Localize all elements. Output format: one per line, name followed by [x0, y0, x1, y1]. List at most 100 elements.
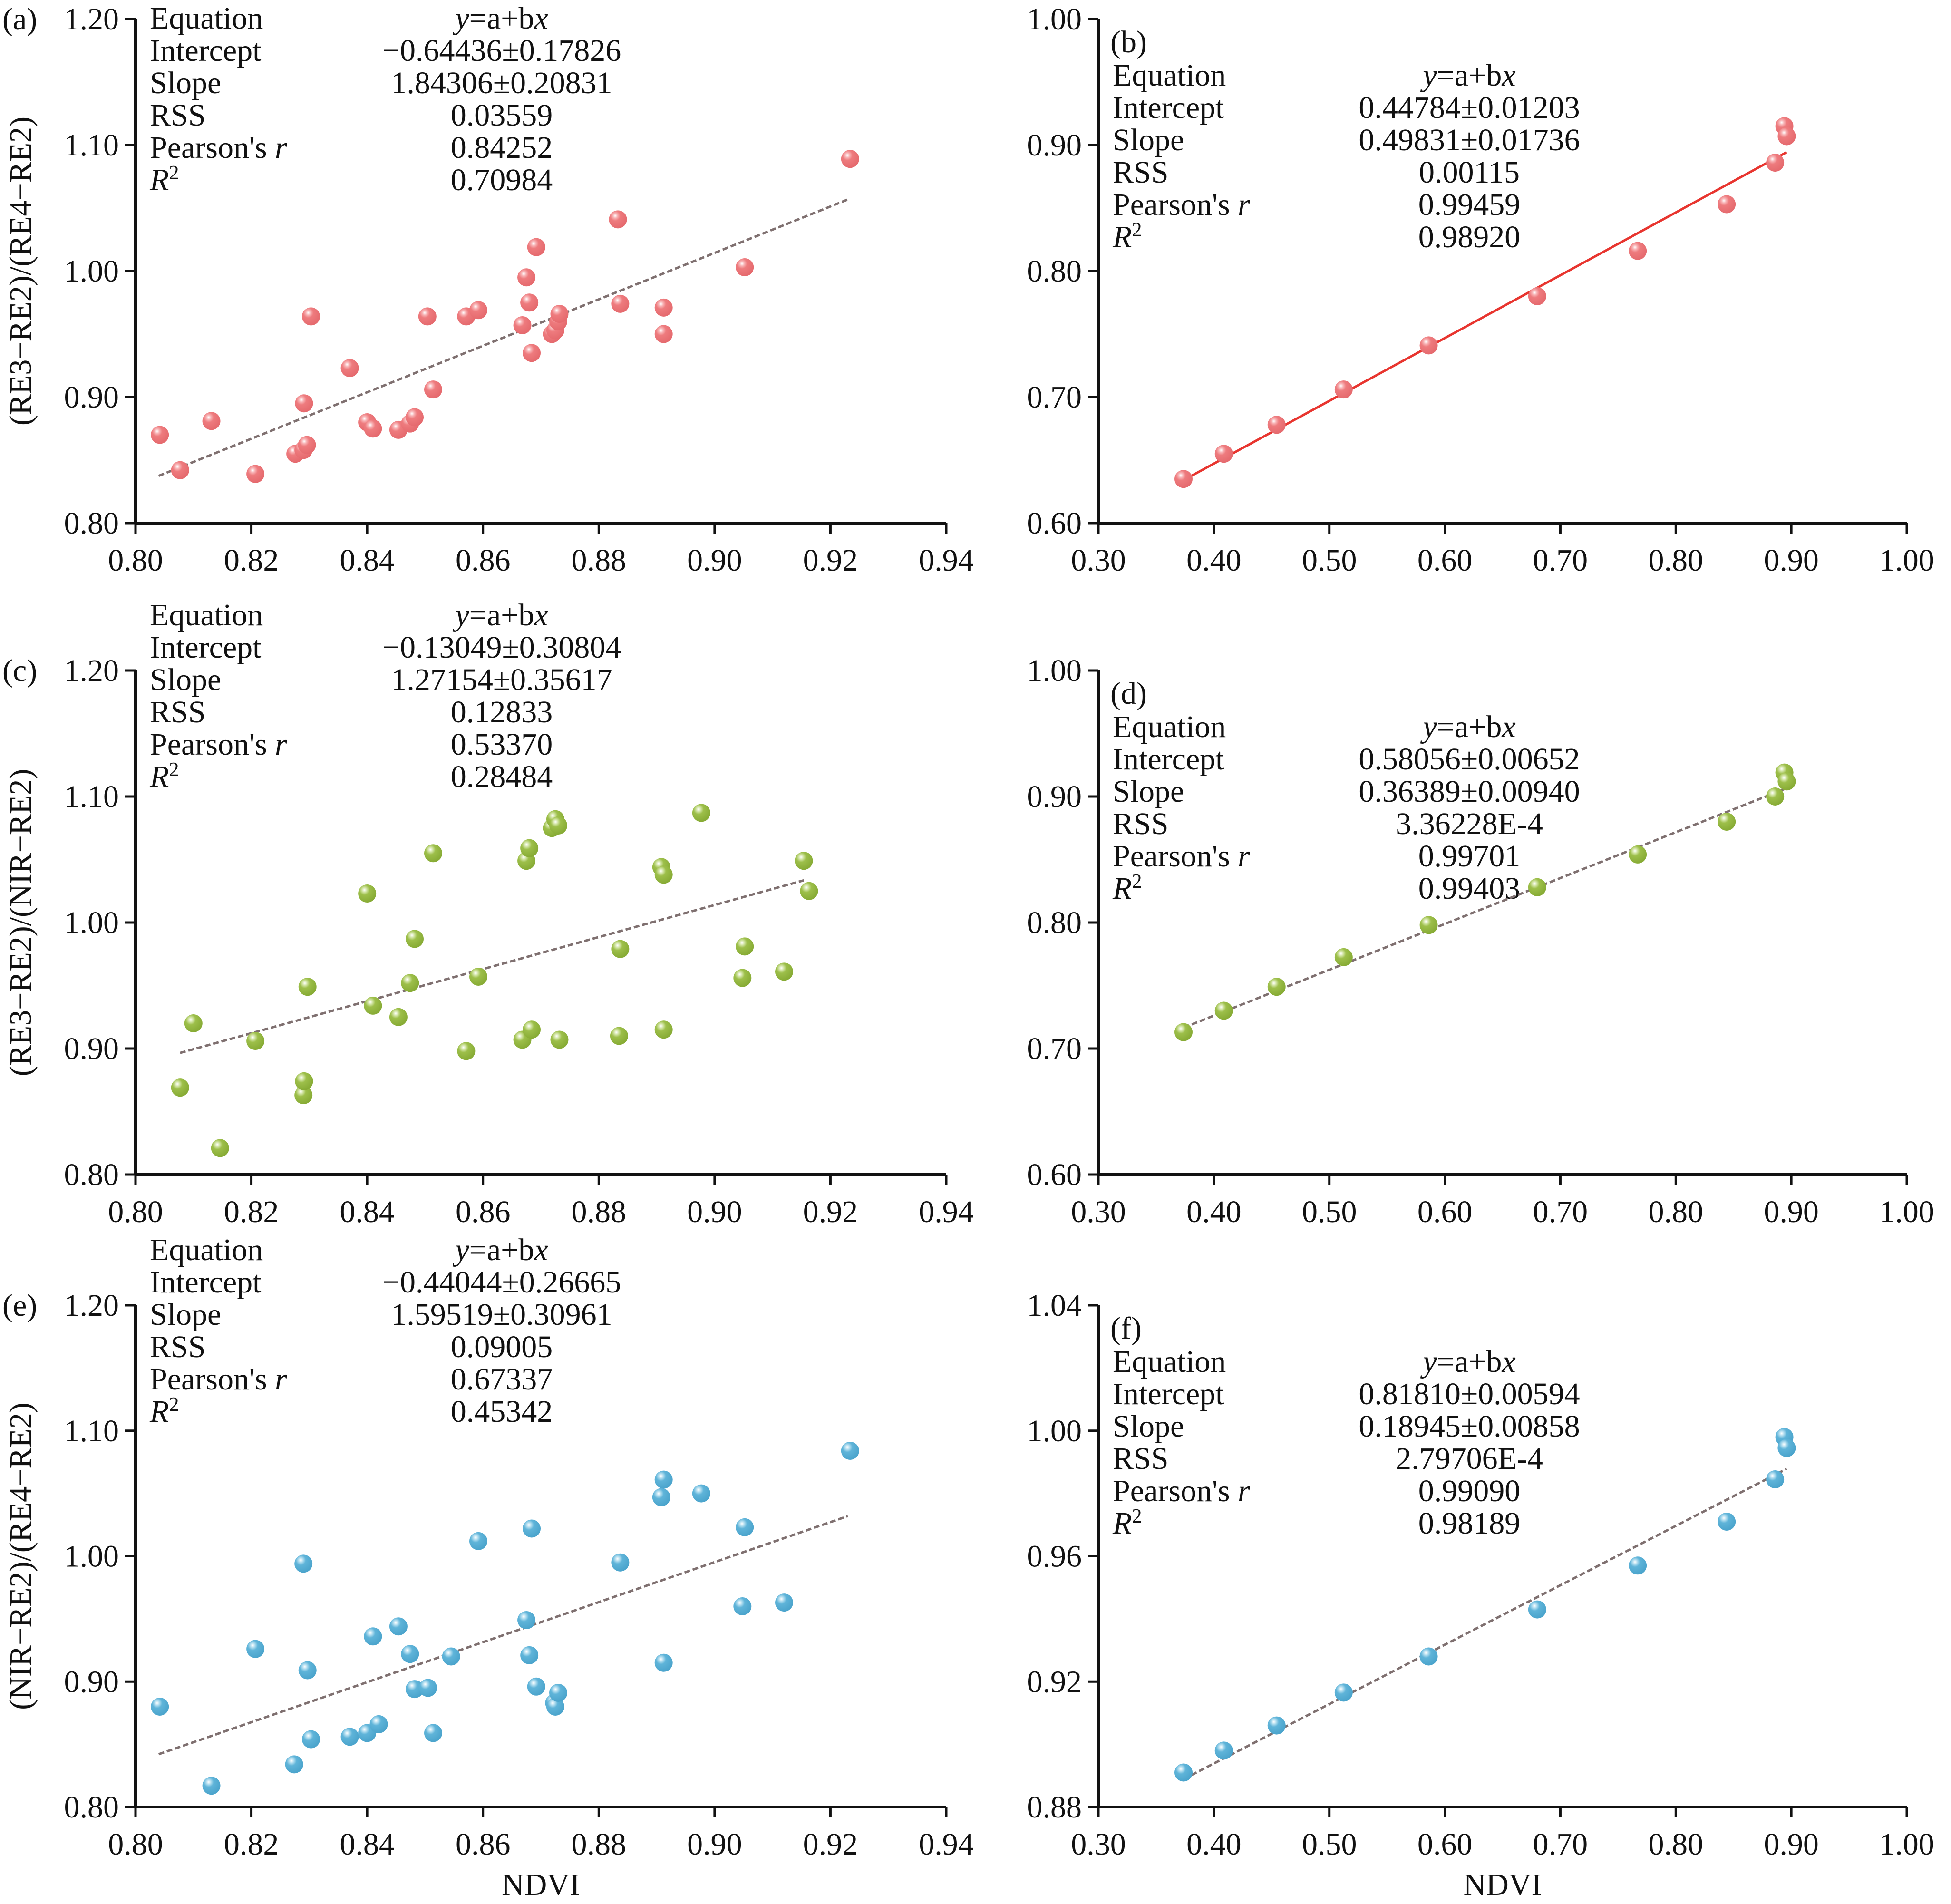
- data-point: [654, 865, 673, 884]
- data-point: [517, 1611, 536, 1630]
- stat-value-equation: y=a+bx: [1420, 709, 1515, 744]
- x-tick-label: 0.80: [108, 1827, 163, 1862]
- stat-key: RSS: [150, 1330, 205, 1364]
- data-point: [611, 294, 630, 313]
- data-point: [692, 804, 710, 822]
- data-point: [364, 419, 382, 438]
- x-tick-label: 0.30: [1071, 1195, 1126, 1229]
- stat-key: Intercept: [150, 33, 262, 68]
- y-tick-label: 0.90: [1027, 779, 1082, 814]
- data-point: [340, 1728, 359, 1746]
- data-point: [442, 1647, 460, 1666]
- data-point: [1777, 1439, 1796, 1457]
- scatter-points: [151, 150, 859, 483]
- y-axis-title: (RE3−RE2)/(RE4−RE2): [3, 117, 38, 426]
- y-tick-label: 0.96: [1027, 1539, 1082, 1574]
- data-point: [246, 1032, 265, 1050]
- stat-value-pearson_r: 0.53370: [451, 727, 553, 762]
- x-tick-label: 0.50: [1302, 1195, 1357, 1229]
- stat-key: Equation: [1113, 58, 1226, 93]
- panel-e: 0.80 0.82 0.84 0.86 0.88 0.90 0.92 0.94 0.80 0.90…: [2, 1233, 974, 1902]
- data-point: [1267, 416, 1286, 434]
- x-tick-label: 0.70: [1533, 543, 1588, 578]
- x-tick-label: 0.90: [1764, 1195, 1819, 1229]
- panel-label: (b): [1110, 25, 1147, 59]
- data-point: [419, 1679, 437, 1697]
- data-point: [171, 1078, 189, 1097]
- data-point: [364, 1627, 382, 1646]
- x-tick-label: 1.00: [1879, 543, 1934, 578]
- data-point: [1629, 242, 1647, 260]
- stat-key: RSS: [150, 695, 205, 729]
- stat-value-pearson_r: 0.67337: [451, 1362, 553, 1397]
- data-point: [1419, 1647, 1438, 1666]
- y-tick-label: 0.80: [64, 1790, 119, 1825]
- data-point: [424, 380, 442, 399]
- data-point: [246, 465, 265, 483]
- data-point: [424, 1724, 442, 1742]
- data-point: [523, 344, 541, 362]
- fit-stats-box: Equation y=a+bx Intercept −0.64436±0.17826 S…: [149, 1, 621, 197]
- data-point: [549, 816, 568, 835]
- y-tick-label: 0.70: [1027, 1031, 1082, 1066]
- data-point: [736, 258, 754, 277]
- data-point: [652, 1488, 670, 1506]
- data-point: [517, 268, 536, 287]
- data-point: [457, 1042, 476, 1060]
- stat-key: Intercept: [150, 1265, 262, 1300]
- stat-key: Equation: [1113, 709, 1226, 744]
- stat-value-equation: y=a+bx: [452, 598, 548, 632]
- x-tick-label: 0.90: [1764, 543, 1819, 578]
- data-point: [358, 884, 377, 903]
- stat-value-equation: y=a+bx: [452, 1233, 548, 1267]
- data-point: [546, 1698, 564, 1716]
- stat-key: Pearson's r: [150, 727, 287, 762]
- data-point: [795, 852, 813, 870]
- x-tick-label: 0.84: [340, 543, 395, 578]
- x-tick-label: 0.94: [919, 1195, 974, 1229]
- data-point: [733, 969, 752, 987]
- x-tick-label: 0.84: [340, 1827, 395, 1862]
- x-tick-label: 0.40: [1186, 1195, 1242, 1229]
- fit-stats-box: Equation y=a+bx Intercept 0.81810±0.00594 Sl…: [1112, 1344, 1580, 1541]
- data-point: [549, 1683, 568, 1702]
- panel-label: (c): [2, 653, 37, 688]
- y-axis-title: (RE3−RE2)/(NIR−RE2): [3, 769, 38, 1076]
- data-point: [527, 1677, 545, 1696]
- data-point: [295, 1072, 313, 1090]
- x-tick-label: 0.86: [456, 1195, 511, 1229]
- x-tick-label: 0.50: [1302, 543, 1357, 578]
- data-point: [1267, 1716, 1286, 1735]
- x-tick-label: 0.90: [687, 543, 742, 578]
- data-point: [406, 1680, 424, 1699]
- stat-key: Intercept: [1113, 1377, 1224, 1411]
- y-tick-label: 0.90: [64, 380, 119, 415]
- stat-key: Pearson's r: [1113, 839, 1250, 874]
- x-tick-label: 0.94: [919, 543, 974, 578]
- stat-value-rss: 2.79706E-4: [1396, 1441, 1543, 1476]
- x-tick-label: 0.88: [572, 543, 627, 578]
- stat-value-pearson_r: 0.99701: [1418, 839, 1521, 874]
- data-point: [736, 937, 754, 956]
- x-tick-label: 0.92: [803, 543, 858, 578]
- panel-label: (e): [2, 1288, 37, 1323]
- panel-label: (a): [2, 2, 37, 37]
- y-tick-label: 1.10: [64, 1414, 119, 1448]
- stat-value-equation: y=a+bx: [452, 1, 548, 36]
- x-tick-label: 0.90: [1764, 1827, 1819, 1862]
- data-point: [1777, 772, 1796, 791]
- y-tick-label: 1.00: [1027, 2, 1082, 37]
- scatter-points: [1174, 117, 1796, 488]
- data-point: [609, 210, 627, 229]
- data-point: [550, 305, 569, 323]
- stat-value-rss: 0.12833: [451, 695, 553, 729]
- panel-label: (f): [1110, 1311, 1142, 1346]
- scatter-points: [151, 1441, 859, 1795]
- stat-key: Pearson's r: [1113, 1474, 1250, 1508]
- data-point: [520, 293, 539, 312]
- x-tick-label: 0.30: [1071, 543, 1126, 578]
- data-point: [418, 307, 437, 326]
- regression-line: [158, 1515, 848, 1756]
- data-point: [1334, 380, 1353, 399]
- data-point: [527, 238, 545, 256]
